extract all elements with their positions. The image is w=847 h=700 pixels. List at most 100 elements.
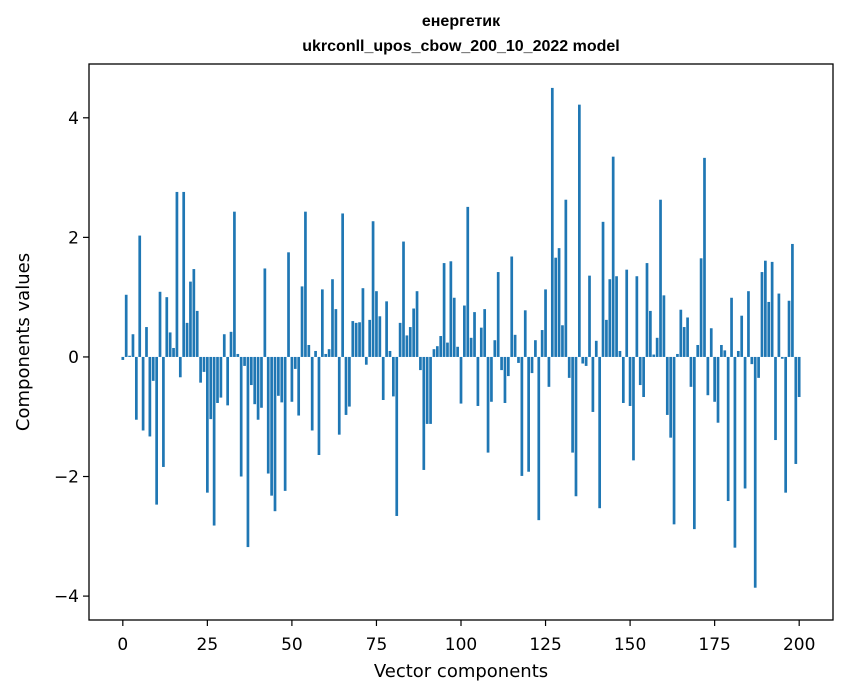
bar-181 (733, 356, 737, 548)
y-tick-label: 4 (68, 109, 79, 129)
bar-102 (466, 206, 470, 357)
bar-16 (175, 191, 179, 357)
bar-119 (523, 310, 527, 357)
bar-146 (615, 276, 618, 357)
bar-127 (550, 87, 554, 357)
x-tick-label: 0 (117, 635, 128, 655)
bar-48 (283, 356, 287, 491)
bar-2 (128, 355, 131, 357)
bar-13 (165, 297, 169, 357)
bar-132 (567, 356, 571, 378)
bar-128 (554, 257, 558, 357)
x-tick-label: 150 (614, 635, 646, 655)
bar-168 (689, 356, 693, 387)
bar-78 (385, 301, 388, 357)
bar-175 (713, 356, 716, 402)
bar-189 (760, 272, 764, 357)
bar-135 (578, 104, 581, 357)
bar-4 (134, 356, 138, 420)
bar-172 (703, 157, 706, 357)
x-axis-label: Vector components (374, 661, 548, 682)
bar-91 (429, 356, 432, 424)
bar-186 (750, 356, 754, 365)
bar-195 (780, 356, 784, 359)
bar-155 (645, 263, 649, 357)
bar-152 (635, 276, 639, 357)
bar-145 (611, 156, 615, 357)
bar-190 (764, 260, 767, 357)
bar-11 (158, 291, 162, 357)
bar-96 (446, 342, 449, 357)
bar-134 (574, 356, 578, 497)
bar-188 (757, 356, 760, 378)
bar-68 (351, 321, 355, 357)
bar-149 (625, 269, 629, 357)
bar-55 (307, 344, 311, 357)
y-tick-label: −2 (54, 468, 79, 488)
bar-94 (439, 336, 443, 357)
bar-122 (534, 340, 537, 357)
bar-179 (726, 356, 730, 502)
chart-title: енергетик (422, 13, 501, 30)
bar-130 (561, 325, 564, 357)
bar-73 (368, 319, 372, 357)
bar-62 (331, 279, 334, 357)
bar-137 (584, 356, 588, 366)
bar-95 (442, 263, 446, 357)
bar-123 (537, 356, 541, 521)
x-tick-label: 125 (529, 635, 561, 655)
bar-196 (784, 356, 788, 493)
bar-200 (797, 356, 801, 398)
bar-20 (189, 281, 192, 357)
bar-110 (493, 340, 497, 357)
bar-38 (249, 356, 253, 386)
chart-subtitle: ukrconll_upos_cbow_200_10_2022 model (302, 38, 619, 55)
bar-66 (344, 356, 348, 415)
bar-89 (422, 356, 426, 470)
bar-174 (709, 328, 713, 357)
bar-148 (621, 356, 625, 403)
bar-194 (777, 293, 781, 357)
bar-178 (723, 350, 727, 357)
bar-103 (469, 337, 473, 357)
bar-169 (692, 356, 696, 530)
bar-184 (743, 356, 747, 489)
bar-165 (679, 309, 683, 357)
bar-87 (415, 291, 419, 357)
bar-88 (419, 356, 422, 371)
bar-140 (594, 340, 598, 357)
bar-57 (314, 350, 317, 357)
bar-144 (608, 279, 612, 357)
bar-83 (402, 241, 405, 357)
bar-167 (686, 317, 689, 357)
bar-15 (172, 347, 175, 357)
bar-97 (449, 261, 453, 357)
bar-75 (375, 291, 378, 357)
bar-139 (591, 356, 595, 412)
y-axis-ticks: −4 −2 0 2 4 (54, 109, 89, 607)
bar-17 (178, 356, 182, 378)
bar-63 (334, 309, 338, 357)
bar-191 (767, 301, 771, 357)
bar-180 (730, 297, 733, 357)
bar-159 (659, 199, 662, 357)
bar-192 (770, 261, 774, 357)
bar-116 (513, 334, 517, 357)
bar-114 (506, 356, 510, 377)
bar-80 (392, 356, 395, 397)
bar-113 (503, 356, 507, 403)
bar-176 (716, 356, 720, 423)
bar-161 (665, 356, 669, 415)
bar-28 (216, 356, 219, 403)
x-tick-label: 75 (366, 635, 388, 655)
bar-54 (304, 211, 307, 357)
bar-37 (246, 356, 250, 548)
y-tick-label: 0 (68, 348, 79, 368)
bar-0 (121, 356, 125, 360)
bar-112 (500, 356, 503, 371)
bar-33 (233, 211, 236, 357)
bar-131 (564, 199, 568, 357)
bar-171 (699, 258, 703, 357)
bar-124 (540, 330, 544, 357)
bar-49 (287, 252, 290, 357)
